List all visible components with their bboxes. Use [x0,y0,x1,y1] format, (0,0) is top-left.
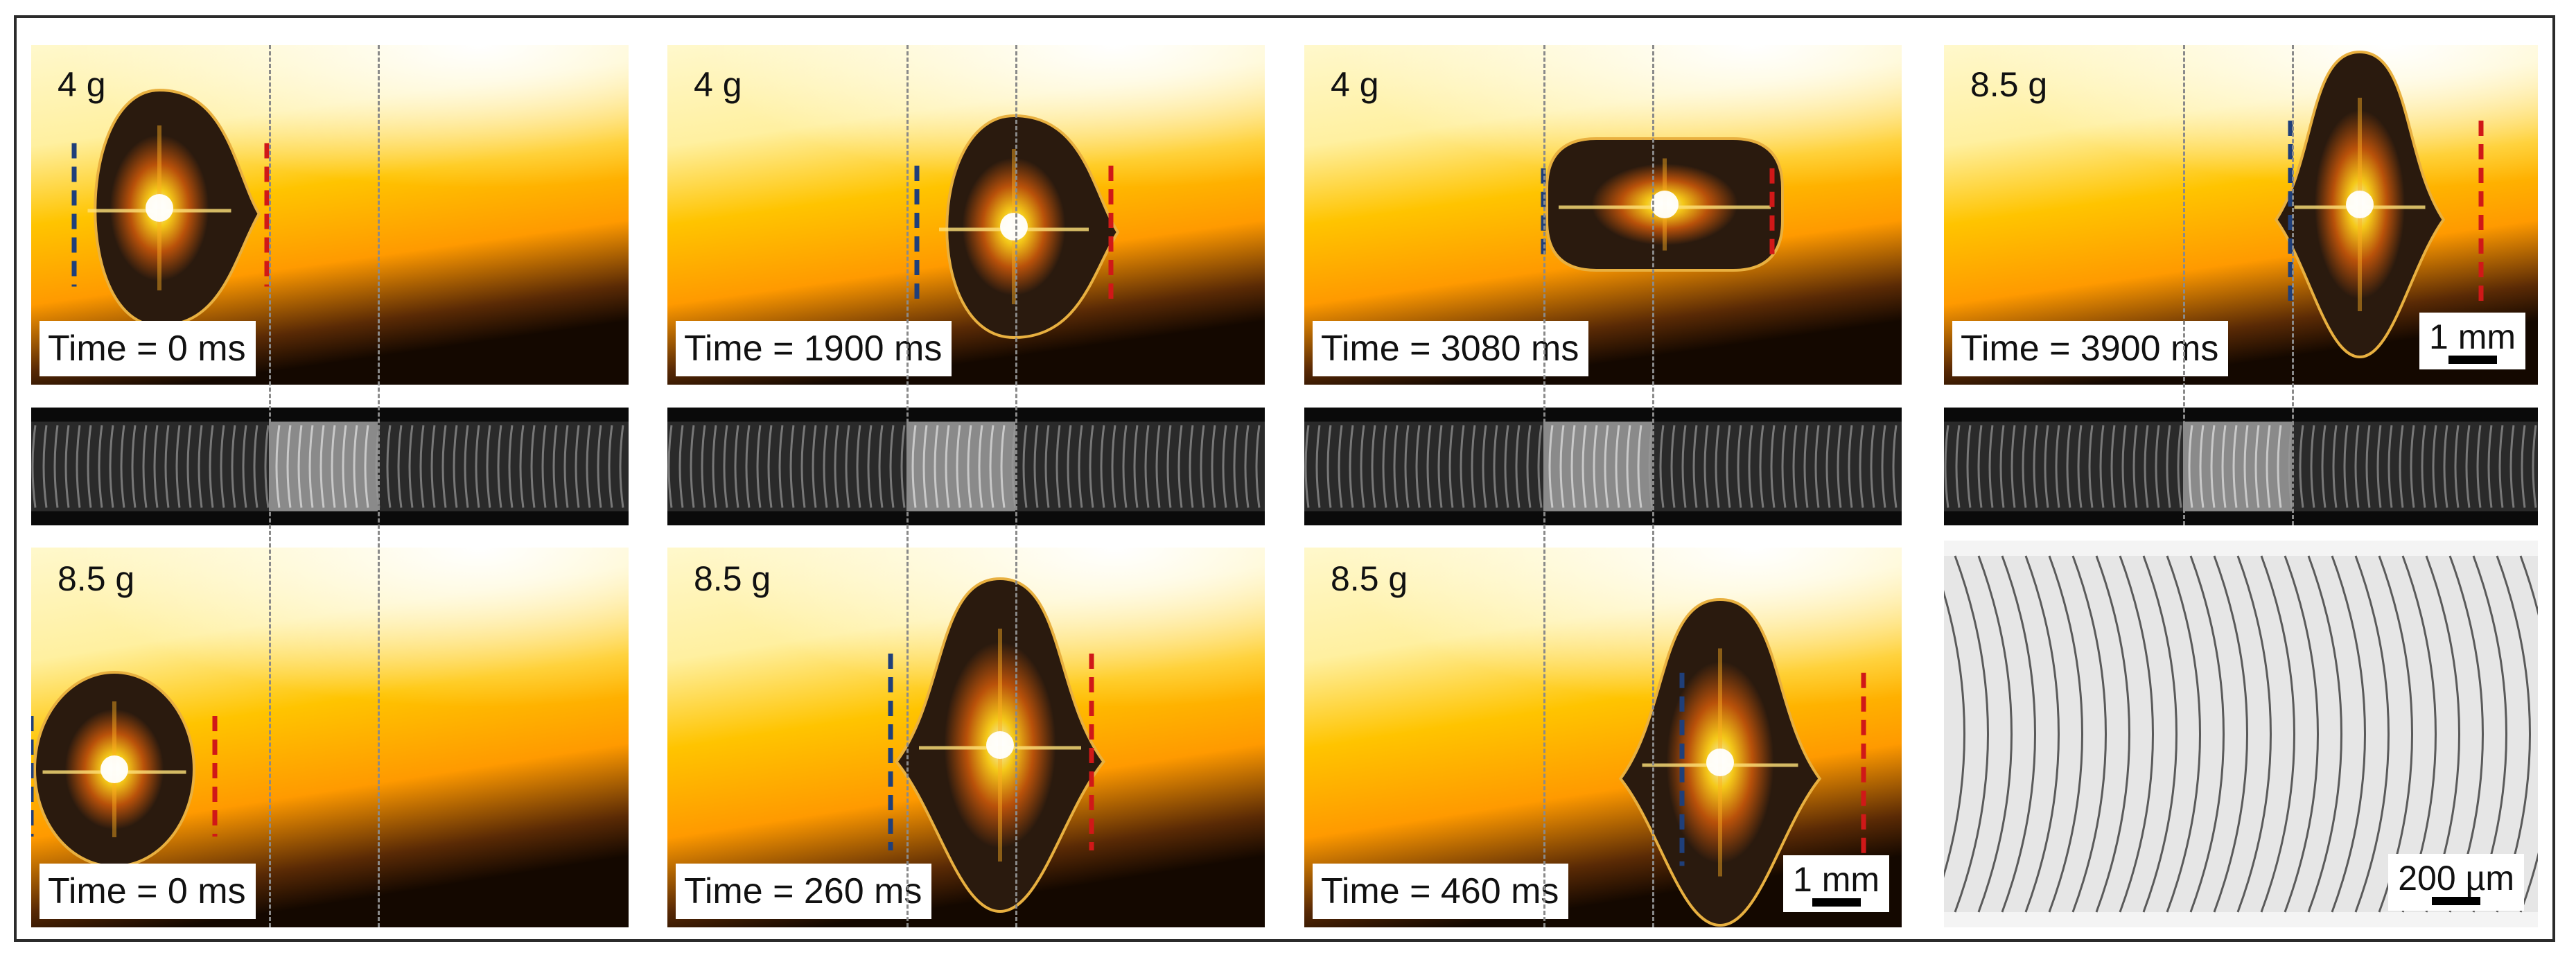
mass-label: 4 g [694,65,742,104]
photo-panel-top-2: 4 g Time = 1900 ms [667,45,1265,385]
reference-guide-line [2292,45,2294,525]
reference-guide-line [1543,45,1545,927]
micrograph-panel: 200 µm [1944,541,2538,927]
reference-guide-line [378,45,380,927]
mass-label: 4 g [58,65,106,104]
channel-strip-4 [1944,408,2538,525]
channel-strip-3 [1304,408,1902,525]
scale-bar-1mm: 1 mm [2419,313,2525,369]
photo-panel-bottom-2: 8.5 g Time = 260 ms [667,548,1265,927]
photo-panel-bottom-3: 8.5 g Time = 460 ms 1 mm [1304,548,1902,927]
time-label: Time = 460 ms [1313,864,1569,919]
scale-bar-label: 1 mm [2429,317,2516,356]
reference-guide-line [906,45,909,927]
scale-bar-label: 200 µm [2398,859,2514,898]
photo-panel-bottom-1: 8.5 g Time = 0 ms [31,548,629,927]
time-label: Time = 1900 ms [676,321,952,376]
reference-guide-line [269,45,271,927]
scale-bar-200um: 200 µm [2388,854,2524,911]
scale-bar-line [2432,897,2481,905]
mass-label: 8.5 g [58,559,135,598]
scale-bar-1mm: 1 mm [1783,855,1889,912]
mass-label: 8.5 g [1970,65,2048,104]
scale-bar-label: 1 mm [1793,860,1880,899]
time-label: Time = 3080 ms [1313,321,1589,376]
time-label: Time = 0 ms [40,864,256,919]
reference-guide-line [1015,45,1017,927]
time-label: Time = 260 ms [676,864,932,919]
channel-strip-1 [31,408,629,525]
channel-strip-2 [667,408,1265,525]
photo-panel-top-4: 8.5 g Time = 3900 ms 1 mm [1944,45,2538,385]
time-label: Time = 3900 ms [1952,321,2229,376]
mass-label: 4 g [1331,65,1379,104]
scale-bar-line [2448,356,2497,364]
reference-guide-line [2183,45,2185,525]
reference-guide-line [1652,45,1654,927]
mass-label: 8.5 g [1331,559,1408,598]
photo-panel-top-3: 4 g Time = 3080 ms [1304,45,1902,385]
time-label: Time = 0 ms [40,321,256,376]
scale-bar-line [1812,898,1861,907]
photo-panel-top-1: 4 g Time = 0 ms [31,45,629,385]
mass-label: 8.5 g [694,559,771,598]
